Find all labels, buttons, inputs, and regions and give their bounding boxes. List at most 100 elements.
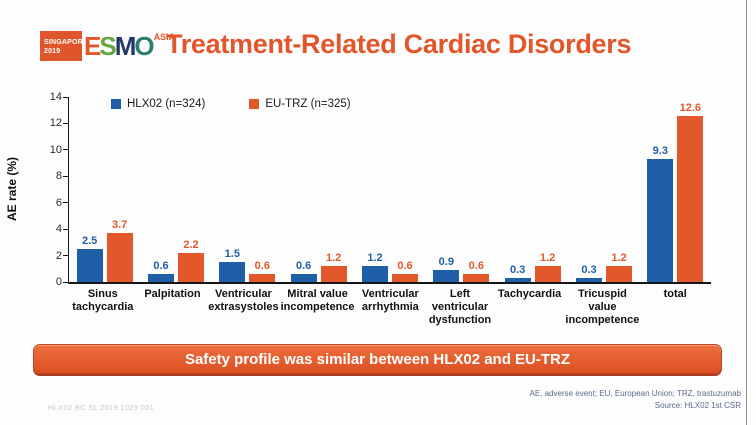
bar-column: 0.3: [504, 97, 531, 282]
bar: [504, 278, 531, 282]
bar-value-label: 0.3: [510, 264, 526, 277]
bar-column: 0.6: [391, 97, 418, 282]
y-tick-label: 4: [55, 223, 62, 236]
legend-item: EU-TRZ (n=325): [249, 98, 351, 110]
bar-column: 2.5: [76, 97, 103, 282]
bar: [605, 266, 632, 282]
x-category-label: total: [663, 288, 687, 300]
plot-area: HLX02 (n=324) EU-TRZ (n=325) 0 2 4 6 8 10 12 14 2…: [50, 91, 711, 288]
bar-group: 0.3 1.2: [497, 97, 568, 282]
legend-swatch: [111, 99, 121, 109]
bar-group: 0.6 1.2: [283, 97, 354, 282]
x-category-label: Palpitation: [144, 288, 201, 300]
bar: [575, 278, 602, 282]
bar-column: 0.6: [290, 97, 317, 282]
bar: [320, 266, 347, 282]
conclusion-banner: Safety profile was similar between HLX02…: [33, 344, 722, 374]
bar-value-label: 0.6: [468, 260, 484, 273]
slide-code: HLX02 BC SL 2019 1029 001: [48, 403, 155, 412]
y-tick-label: 12: [49, 117, 62, 130]
footnote: AE, adverse event; EU, European Union; T…: [529, 388, 741, 411]
esmo-wordmark: ESMO: [84, 31, 155, 61]
logo-asia-suffix: ASIA: [153, 32, 176, 42]
bar-column: 2.2: [177, 97, 204, 282]
bar-group: 1.2 0.6: [354, 97, 425, 282]
bar: [361, 266, 388, 282]
bar-column: 12.6: [677, 97, 704, 282]
bar-value-label: 0.9: [438, 256, 454, 269]
y-tick-mark: [63, 202, 69, 204]
bar-group: 2.5 3.7: [69, 97, 140, 282]
x-category-label: Sinus tachycardia: [72, 288, 134, 314]
esmo-letter: E: [84, 31, 101, 61]
bar-value-label: 1.2: [367, 252, 383, 265]
bar-group: 0.3 1.2: [568, 97, 639, 282]
bar: [106, 233, 133, 282]
bar-value-label: 1.2: [611, 252, 627, 265]
bar: [647, 159, 674, 282]
y-tick-label: 10: [49, 143, 62, 156]
bar: [677, 115, 704, 282]
bar-value-label: 12.6: [679, 101, 702, 114]
legend-swatch: [249, 99, 260, 109]
conclusion-banner-text: Safety profile was similar between HLX02…: [184, 350, 571, 368]
chart-legend: HLX02 (n=324) EU-TRZ (n=325): [111, 98, 351, 110]
page-title: Treatment-Related Cardiac Disorders: [166, 29, 632, 59]
footnote-source: Source: HLX02 1st CSR: [654, 400, 741, 410]
y-tick-label: 0: [55, 276, 62, 288]
bar: [463, 274, 490, 282]
bar-value-label: 1.2: [326, 252, 342, 265]
bar: [534, 266, 561, 282]
slide-right-border: [746, 0, 747, 425]
bar-column: 1.2: [605, 97, 632, 282]
bar-group: 0.9 0.6: [426, 97, 497, 282]
footnote-abbreviations: AE, adverse event; EU, European Union; T…: [529, 389, 741, 398]
y-tick-mark: [63, 281, 69, 283]
bar-value-label: 1.5: [224, 248, 240, 261]
bar: [219, 262, 246, 282]
bar-column: 0.6: [249, 97, 276, 282]
esmo-asia-logo: SINGAPORE 2019 ESMO ASIA: [40, 31, 175, 61]
bar: [391, 274, 418, 282]
y-tick-label: 8: [55, 170, 62, 183]
bar-column: 0.6: [147, 97, 174, 282]
y-tick-mark: [63, 149, 69, 151]
x-category-label: Ventricular arrhythmia: [361, 288, 419, 314]
x-category-label: Tricuspid value incompetence: [565, 288, 640, 327]
esmo-letter: O: [134, 31, 154, 61]
x-category-label: Left ventricular dysfunction: [428, 288, 492, 327]
esmo-letter: M: [114, 31, 137, 61]
bar-column: 0.3: [575, 97, 602, 282]
y-tick-mark: [63, 96, 69, 98]
y-tick-mark: [63, 122, 69, 124]
bar-value-label: 0.6: [153, 260, 169, 273]
legend-label: EU-TRZ (n=325): [265, 98, 351, 110]
legend-item: HLX02 (n=324): [111, 98, 205, 110]
y-axis-title: AE rate (%): [5, 157, 19, 222]
bar-value-label: 9.3: [652, 145, 668, 158]
bar: [249, 274, 276, 282]
bar-column: 9.3: [647, 97, 674, 282]
bar-column: 1.5: [219, 97, 246, 282]
bar-column: 3.7: [106, 97, 133, 282]
y-tick-mark: [63, 228, 69, 230]
x-category-label: Ventricular extrasystoles: [208, 288, 279, 314]
bar: [76, 248, 103, 282]
x-axis-labels: Sinus tachycardia Palpitation Ventricular …: [68, 288, 710, 328]
bar-value-label: 0.6: [254, 260, 270, 273]
bar-column: 1.2: [361, 97, 388, 282]
bar-group: 9.3 12.6: [640, 97, 711, 282]
y-tick-mark: [63, 255, 69, 257]
bar-value-label: 2.5: [82, 234, 98, 247]
bar: [177, 252, 204, 282]
esmo-letter: S: [99, 31, 116, 61]
y-tick-label: 14: [49, 91, 62, 103]
bar-column: 0.9: [433, 97, 460, 282]
y-tick-label: 2: [55, 249, 62, 262]
bar-value-label: 0.6: [397, 260, 413, 273]
logo-badge-line2: 2019: [44, 48, 61, 55]
bar-group: 1.5 0.6: [212, 97, 283, 282]
bar-value-label: 0.6: [296, 260, 312, 273]
bar-column: 1.2: [534, 97, 561, 282]
